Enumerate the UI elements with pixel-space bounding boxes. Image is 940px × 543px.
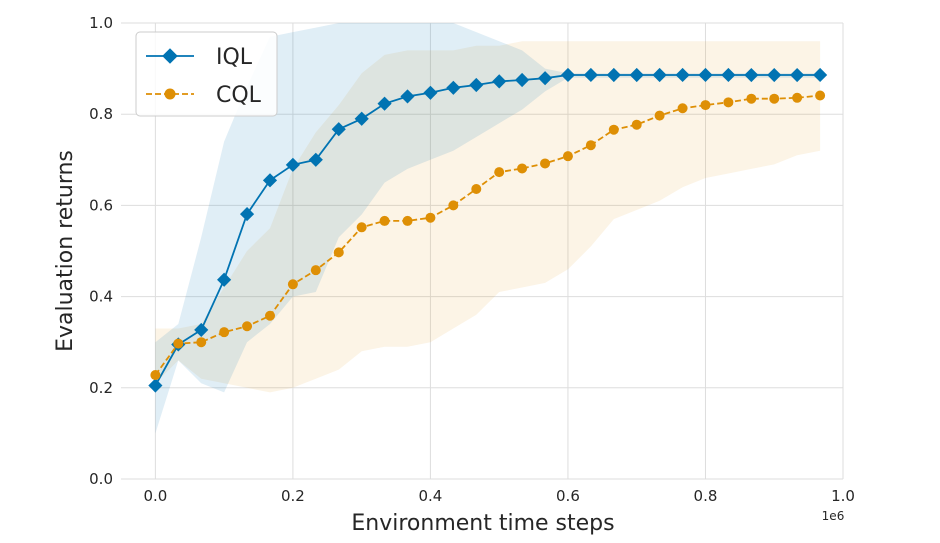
legend-label-cql: CQL (216, 83, 262, 108)
point-iql (308, 152, 323, 167)
tick-labels: 0.0 0.2 0.4 0.6 0.8 1.0 0.0 0.2 0.4 0.6 0.8 1.0 (89, 14, 855, 505)
x-tick-label: 0.4 (418, 487, 442, 505)
point-cql (425, 212, 436, 223)
band-iql (155, 23, 821, 434)
point-iql (239, 207, 255, 222)
point-iql (148, 378, 163, 393)
point-cql (654, 110, 665, 121)
y-tick-label: 1.0 (89, 14, 113, 32)
point-cql (333, 247, 344, 258)
point-cql (540, 158, 551, 169)
point-iql (423, 85, 438, 100)
y-tick-label: 0.6 (89, 196, 113, 214)
legend-marker-cql (164, 88, 176, 100)
point-cql (700, 100, 711, 111)
point-cql (150, 370, 161, 381)
point-iql (285, 157, 300, 172)
point-cql (310, 265, 321, 276)
y-axis-label: Evaluation returns (53, 150, 78, 352)
point-cql (769, 93, 780, 104)
point-iql (262, 173, 278, 188)
y-tick-label: 0.8 (89, 105, 113, 123)
point-cql (723, 97, 734, 108)
point-iql (354, 111, 369, 126)
y-tick-label: 0.4 (89, 288, 113, 306)
point-cql (585, 140, 596, 151)
x-tick-label: 0.0 (143, 487, 167, 505)
point-iql (813, 67, 828, 83)
point-cql (402, 215, 413, 226)
point-iql (721, 67, 736, 83)
legend: IQL CQL (135, 31, 278, 117)
point-iql (583, 67, 598, 83)
legend-label-iql: IQL (216, 45, 253, 70)
point-cql (265, 310, 276, 321)
point-cql (448, 200, 459, 211)
point-iql (492, 74, 507, 89)
x-axis-offset-label: 1e6 (822, 509, 845, 523)
point-cql (631, 119, 642, 130)
y-tick-label: 0.0 (89, 470, 113, 488)
x-tick-label: 0.2 (281, 487, 305, 505)
point-cql (494, 167, 505, 178)
x-tick-label: 1.0 (831, 487, 855, 505)
point-iql (629, 67, 644, 83)
point-cql (608, 124, 619, 135)
point-cql (356, 222, 367, 233)
point-cql (471, 183, 482, 194)
point-cql (219, 327, 230, 338)
series-markers (148, 67, 828, 393)
point-cql (242, 321, 253, 332)
point-cql (196, 337, 207, 348)
y-tick-label: 0.2 (89, 379, 113, 397)
point-cql (379, 215, 390, 226)
band-cql (155, 41, 821, 393)
point-cql (677, 103, 688, 114)
x-tick-label: 0.8 (694, 487, 718, 505)
point-cql (815, 90, 826, 101)
point-iql (331, 122, 346, 137)
point-iql (560, 67, 576, 83)
x-tick-label: 0.6 (556, 487, 580, 505)
legend-marker-iql (162, 48, 178, 64)
point-iql (217, 272, 232, 287)
point-cql (792, 92, 803, 103)
x-axis-label: Environment time steps (351, 511, 614, 536)
point-cql (287, 279, 298, 290)
point-cql (517, 163, 528, 174)
point-cql (173, 338, 184, 349)
point-cql (746, 93, 757, 104)
confidence-bands (155, 23, 821, 434)
point-iql (538, 71, 553, 86)
point-cql (562, 151, 573, 162)
